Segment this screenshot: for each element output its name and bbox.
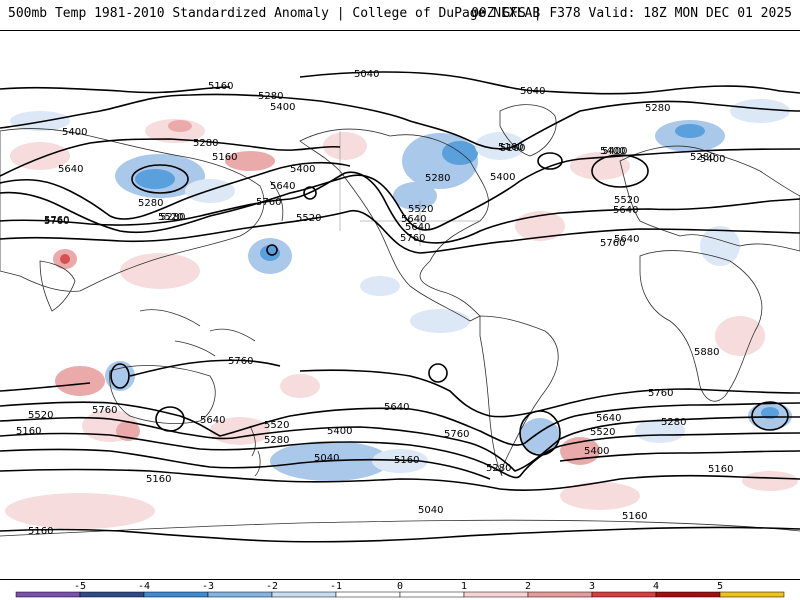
contour-label: 5400 xyxy=(62,127,87,138)
contour-label: 5040 xyxy=(314,453,339,464)
map-title: 500mb Temp 1981-2010 Standardized Anomal… xyxy=(8,6,541,21)
contour-label: 5400 xyxy=(602,146,627,157)
colorbar-bin xyxy=(79,591,145,598)
run-info: 00Z GFS | F378 Valid: 18Z MON DEC 01 202… xyxy=(471,6,792,21)
contour-label: 5640 xyxy=(384,402,409,413)
colorbar-canvas: -5 -4 -3 -2 -1 0 1 2 3 4 5 xyxy=(15,581,785,598)
contour-label: 5280 xyxy=(193,138,218,149)
anomaly-map: 5160 5280 5400 5040 5040 5280 5400 5160 … xyxy=(0,30,800,580)
contour-label: 5520 xyxy=(614,195,639,206)
contour-label: 5760 xyxy=(44,215,69,226)
contour-label: 5160 xyxy=(622,511,647,522)
contour-labels: 5160 5280 5400 5040 5040 5280 5400 5160 … xyxy=(16,69,733,537)
contour-label: 5760 xyxy=(400,233,425,244)
contour-label: 5280 xyxy=(264,435,289,446)
contour-label: 5880 xyxy=(694,347,719,358)
contour-label: 5160 xyxy=(500,143,525,154)
contour-label: 5640 xyxy=(58,164,83,175)
colorbar-bin xyxy=(143,591,209,598)
contour-label: 5160 xyxy=(28,526,53,537)
contour-label: 5760 xyxy=(256,197,281,208)
contour-label: 5760 xyxy=(600,238,625,249)
contour-label: 5400 xyxy=(327,426,352,437)
contour-label: 5760 xyxy=(228,356,253,367)
contour-label: 5640 xyxy=(401,214,426,225)
contour-label: 5280 xyxy=(425,173,450,184)
contour-label: 5760 xyxy=(648,388,673,399)
contour-label: 5640 xyxy=(596,413,621,424)
contour-label: 5160 xyxy=(498,142,523,153)
contour-label: 5160 xyxy=(212,152,237,163)
contour-label: 5520 xyxy=(590,427,615,438)
colorbar-bin xyxy=(719,591,785,598)
contour-label: 5280 xyxy=(160,212,185,223)
colorbar-bin xyxy=(463,591,529,598)
contour-label: 5400 xyxy=(490,172,515,183)
contour-label: 5280 xyxy=(138,198,163,209)
contour-label: 5760 xyxy=(92,405,117,416)
colorbar-tick-label: 0 xyxy=(397,581,403,592)
colorbar-tick-label: 5 xyxy=(717,581,723,592)
contour-label: 5640 xyxy=(200,415,225,426)
contour-label: 5400 xyxy=(600,146,625,157)
contour-label: 5160 xyxy=(208,81,233,92)
contour-label: 5160 xyxy=(146,474,171,485)
contour-label: 5640 xyxy=(270,181,295,192)
closed-contours xyxy=(110,152,789,456)
contour-label: 5280 xyxy=(645,103,670,114)
contour-label: 5640 xyxy=(405,222,430,233)
contour-label: 5280 xyxy=(486,463,511,474)
colorbar-tick-label: -1 xyxy=(330,581,342,592)
colorbar-bin xyxy=(399,591,465,598)
contour-label: 5760 xyxy=(444,429,469,440)
colorbar-bin xyxy=(527,591,593,598)
contour-label: 5400 xyxy=(584,446,609,457)
contour-label: 5280 xyxy=(661,417,686,428)
colorbar-tick-label: 3 xyxy=(589,581,595,592)
map-canvas: 5160 5280 5400 5040 5040 5280 5400 5160 … xyxy=(0,69,800,543)
contour-label: 5520 xyxy=(296,213,321,224)
contour-label: 5400 xyxy=(700,154,725,165)
contour-label: 5160 xyxy=(16,426,41,437)
contour-label: 5280 xyxy=(258,91,283,102)
colorbar-bin xyxy=(271,591,337,598)
colorbar-bin xyxy=(655,591,721,598)
colorbar-bin xyxy=(335,591,401,598)
contour-label: 5400 xyxy=(290,164,315,175)
colorbar-tick-label: 1 xyxy=(461,581,467,592)
colorbar-tick-label: 2 xyxy=(525,581,531,592)
colorbar-tick-label: 4 xyxy=(653,581,659,592)
header: 500mb Temp 1981-2010 Standardized Anomal… xyxy=(0,0,800,30)
contour-label: 5640 xyxy=(613,205,638,216)
contour-label: 5040 xyxy=(418,505,443,516)
colorbar: -5 -4 -3 -2 -1 0 1 2 3 4 5 xyxy=(0,580,800,600)
contour-label: 5280 xyxy=(690,152,715,163)
colorbar-bin xyxy=(207,591,273,598)
colorbar-bin xyxy=(591,591,657,598)
colorbar-tick-label: -4 xyxy=(138,581,150,592)
contour-label: 5160 xyxy=(708,464,733,475)
contour-label: 5040 xyxy=(520,86,545,97)
contour-label: 5640 xyxy=(614,234,639,245)
contour-label: 5160 xyxy=(394,455,419,466)
contour-label: 5400 xyxy=(270,102,295,113)
colorbar-bin xyxy=(15,591,81,598)
contour-label: 5520 xyxy=(158,212,183,223)
contour-label: 5760 xyxy=(44,216,69,227)
contour-label: 5520 xyxy=(28,410,53,421)
contour-label: 5520 xyxy=(408,204,433,215)
contour-label: 5520 xyxy=(264,420,289,431)
colorbar-tick-label: -3 xyxy=(202,581,214,592)
cold-anomaly-shading xyxy=(10,99,792,481)
colorbar-tick-label: -2 xyxy=(266,581,278,592)
contour-label: 5040 xyxy=(354,69,379,80)
colorbar-tick-label: -5 xyxy=(74,581,86,592)
